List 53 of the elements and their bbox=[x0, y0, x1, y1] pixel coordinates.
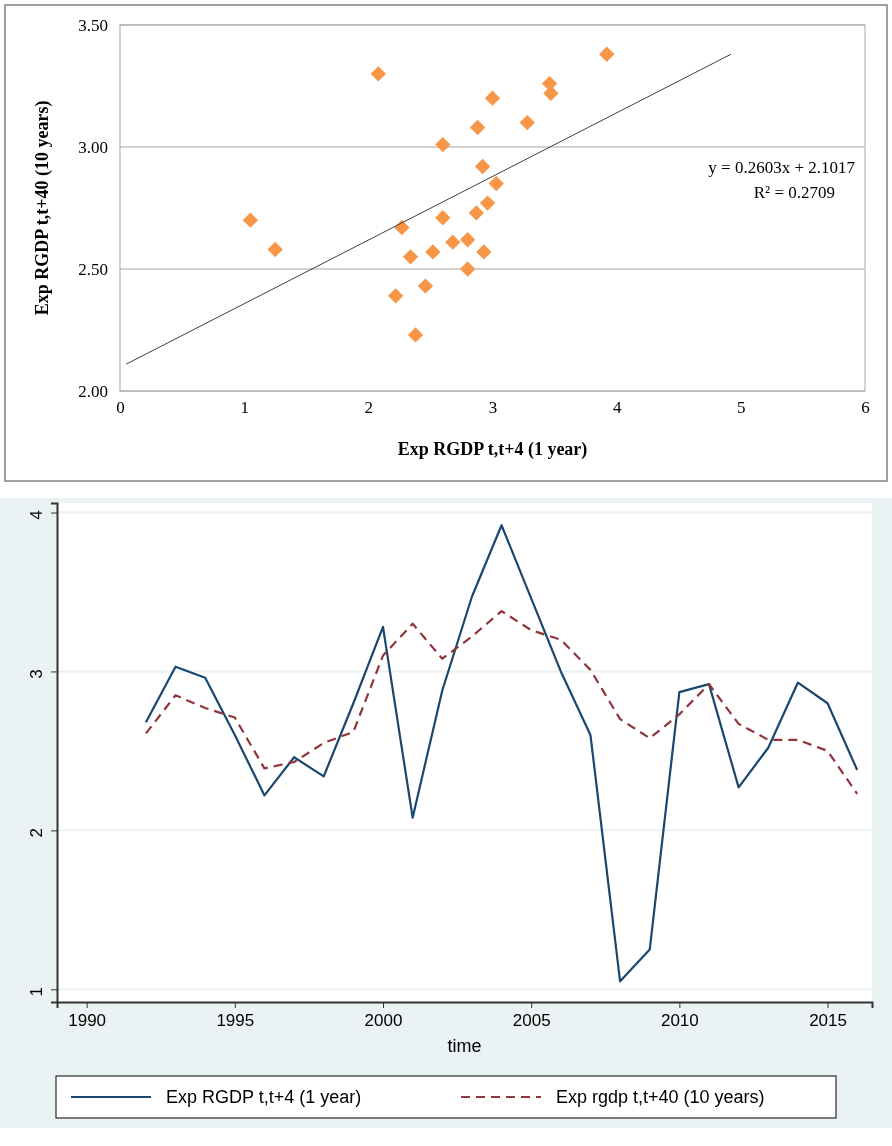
x-tick-label: 1 bbox=[240, 398, 249, 418]
point bbox=[599, 46, 615, 62]
legend-label: Exp rgdp t,t+40 (10 years) bbox=[556, 1087, 765, 1107]
x-axis-title: Exp RGDP t,t+4 (1 year) bbox=[397, 439, 588, 460]
y-tick-label: 3.50 bbox=[78, 15, 108, 35]
y-tick-label: 2.50 bbox=[78, 259, 108, 279]
point bbox=[460, 232, 476, 248]
x-tick-label: 2010 bbox=[660, 1011, 699, 1031]
x-tick-label: 3 bbox=[488, 398, 498, 418]
x-tick-label: 1995 bbox=[216, 1011, 255, 1031]
x-axis-title: time bbox=[447, 1036, 482, 1056]
point bbox=[476, 244, 492, 260]
point bbox=[435, 210, 451, 226]
point bbox=[469, 119, 486, 136]
annotation: R² = 0.2709 bbox=[753, 183, 835, 202]
point bbox=[460, 261, 476, 277]
x-tick-label: 4 bbox=[612, 398, 622, 418]
point bbox=[468, 205, 485, 221]
point bbox=[519, 114, 535, 131]
x-tick-label: 0 bbox=[116, 398, 125, 418]
x-tick-label: 2000 bbox=[364, 1011, 403, 1031]
point bbox=[479, 195, 496, 211]
point bbox=[425, 244, 441, 260]
point bbox=[242, 212, 259, 228]
point bbox=[394, 219, 410, 236]
y-tick-label: 4 bbox=[26, 510, 46, 520]
y-tick-label: 2.00 bbox=[78, 381, 108, 401]
x-tick-label: 2015 bbox=[809, 1011, 847, 1031]
point bbox=[387, 288, 404, 304]
y-tick-label: 3.00 bbox=[78, 137, 108, 157]
line-series bbox=[144, 524, 859, 983]
y-tick-label: 1 bbox=[26, 987, 46, 997]
legend-label: Exp RGDP t,t+4 (1 year) bbox=[166, 1087, 362, 1107]
x-tick-label: 5 bbox=[737, 398, 746, 418]
x-tick-label: 6 bbox=[861, 398, 870, 418]
y-tick-label: 2 bbox=[26, 828, 46, 838]
point bbox=[484, 90, 501, 106]
point bbox=[445, 234, 461, 250]
point bbox=[435, 136, 451, 153]
annotation: y = 0.2603x + 2.1017 bbox=[708, 158, 856, 177]
point bbox=[407, 327, 424, 343]
point bbox=[370, 66, 386, 82]
point bbox=[267, 241, 283, 258]
x-tick-label: 2 bbox=[364, 398, 374, 418]
x-tick-label: 2005 bbox=[512, 1011, 551, 1031]
line-series bbox=[144, 609, 859, 795]
x-tick-label: 1990 bbox=[68, 1011, 107, 1031]
point bbox=[488, 175, 504, 192]
y-tick-label: 3 bbox=[26, 669, 46, 679]
point bbox=[474, 158, 491, 175]
y-axis-title: Exp RGDP t,t+40 (10 years) bbox=[32, 100, 53, 316]
point bbox=[402, 249, 419, 265]
point bbox=[417, 278, 434, 294]
